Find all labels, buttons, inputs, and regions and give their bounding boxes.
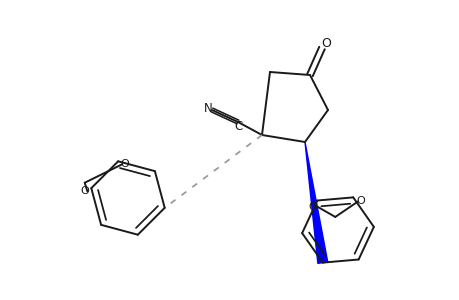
- Text: O: O: [121, 159, 129, 169]
- Text: O: O: [320, 37, 330, 50]
- Text: C: C: [235, 119, 243, 133]
- Text: O: O: [308, 202, 316, 212]
- Text: O: O: [80, 186, 89, 196]
- Text: N: N: [203, 101, 212, 115]
- Text: O: O: [356, 196, 365, 206]
- Polygon shape: [304, 142, 327, 263]
